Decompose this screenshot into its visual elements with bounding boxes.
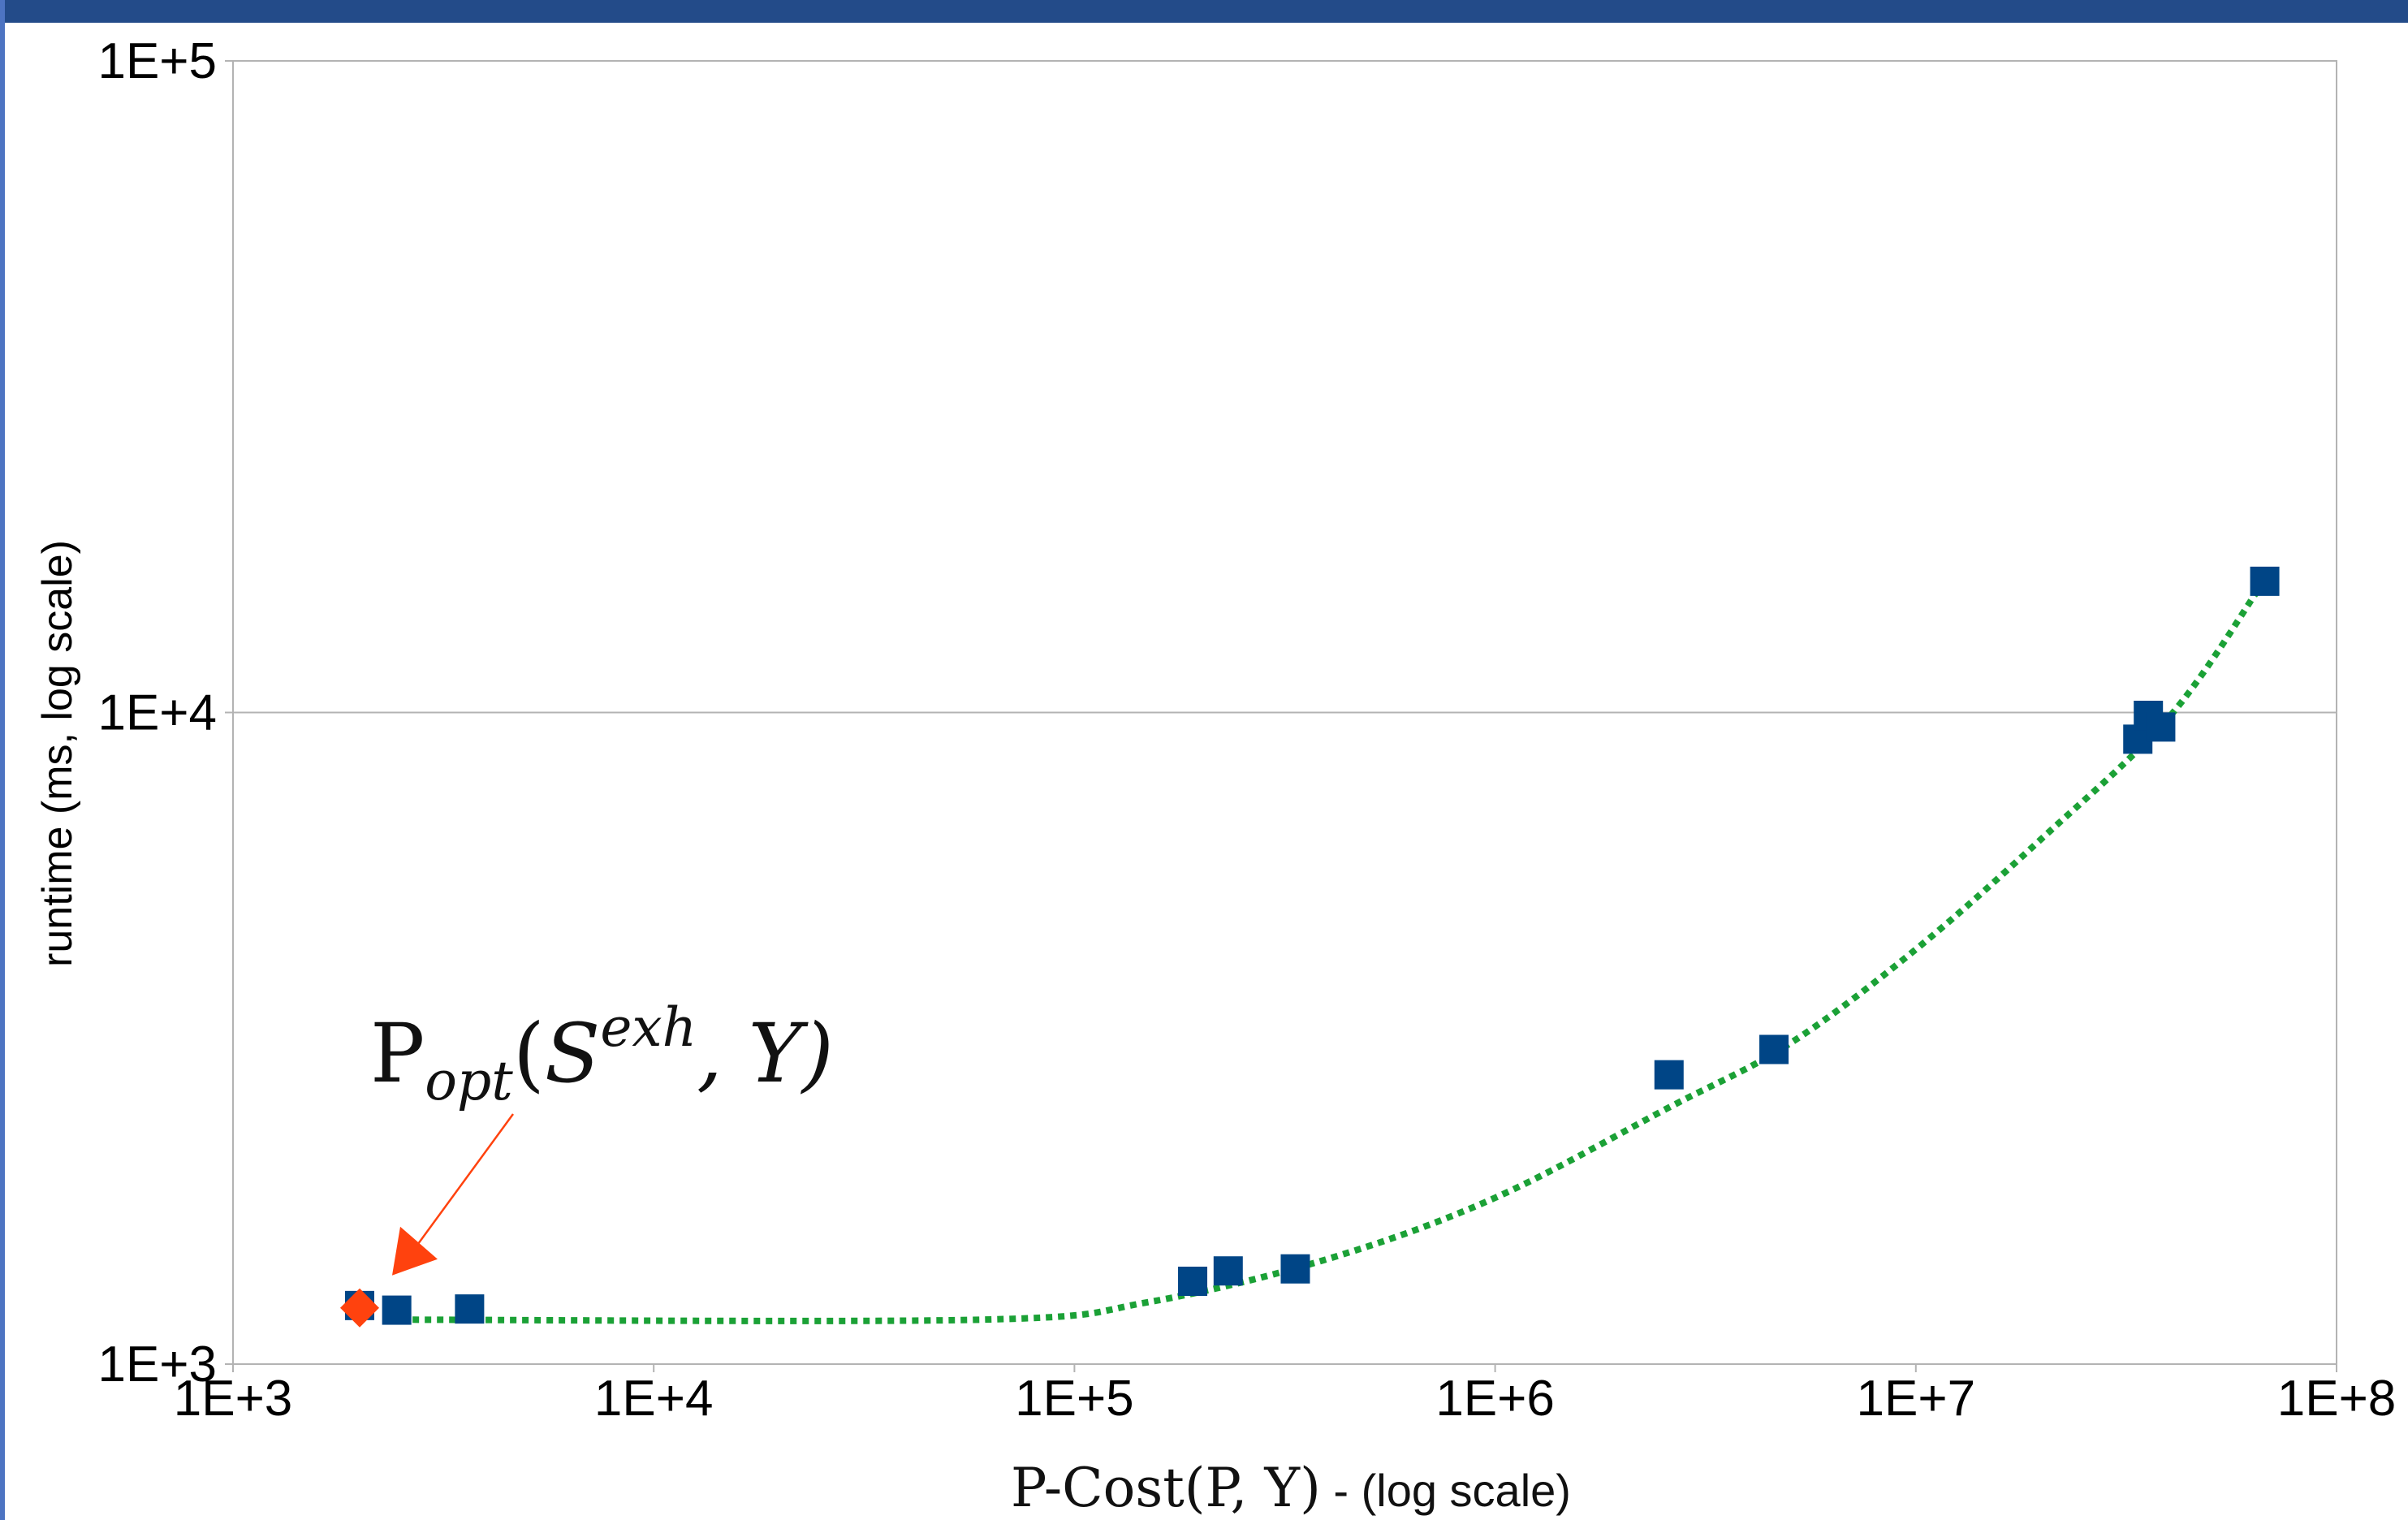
trendline: [400, 588, 2261, 1324]
data-point: [1178, 1266, 1208, 1296]
data-points: [339, 566, 2280, 1328]
y-tick-label: 1E+4: [97, 685, 217, 741]
highlight-point: [339, 1288, 379, 1328]
axis-ticks: 1E+3 1E+4 1E+5 1E+3 1E+4 1E+5 1E+6 1E+7 1E+8: [97, 33, 2396, 1427]
data-point: [382, 1295, 412, 1325]
svg-text:Popt(Sexh, Y): Popt(Sexh, Y): [370, 996, 834, 1112]
data-point: [1759, 1034, 1789, 1064]
annotation-base: P: [370, 1006, 425, 1101]
annotation-open-paren: (: [513, 1006, 545, 1101]
y-axis-label: runtime (ms, log scale): [34, 540, 81, 967]
annotation-superscript: exh: [600, 996, 697, 1059]
x-axis-label-suffix: - (log scale): [1321, 1465, 1571, 1516]
data-point: [1280, 1254, 1310, 1284]
data-point: [455, 1294, 485, 1324]
data-point: [2146, 712, 2176, 742]
x-tick-label: 1E+5: [1015, 1371, 1134, 1427]
annotation-rest: , Y): [697, 1006, 834, 1101]
data-point: [1213, 1256, 1243, 1286]
x-tick-label: 1E+6: [1435, 1371, 1555, 1427]
data-point: [2250, 566, 2280, 596]
y-tick-label: 1E+5: [97, 33, 217, 89]
window-left-edge: [0, 0, 5, 1520]
grid-layer: [233, 60, 2337, 1365]
window-title-bar: [0, 0, 2408, 23]
x-tick-label: 1E+7: [1857, 1371, 1976, 1427]
x-tick-label: 1E+4: [594, 1371, 714, 1427]
annotation-subscript: opt: [425, 1050, 513, 1112]
annotation-arrowhead: [391, 1226, 438, 1276]
x-tick-label: 1E+3: [174, 1371, 293, 1427]
y-tick-label: 1E+3: [97, 1336, 217, 1393]
x-axis-label: P-Cost(P, Y) - (log scale): [1011, 1457, 1571, 1519]
annotation-arrow: [415, 1113, 515, 1247]
data-point: [1654, 1060, 1684, 1090]
x-axis-label-main: P-Cost(P, Y): [1011, 1457, 1321, 1519]
annotation: Popt(Sexh, Y): [370, 996, 834, 1276]
annotation-set: S: [545, 1006, 601, 1101]
x-tick-label: 1E+8: [2277, 1371, 2397, 1427]
